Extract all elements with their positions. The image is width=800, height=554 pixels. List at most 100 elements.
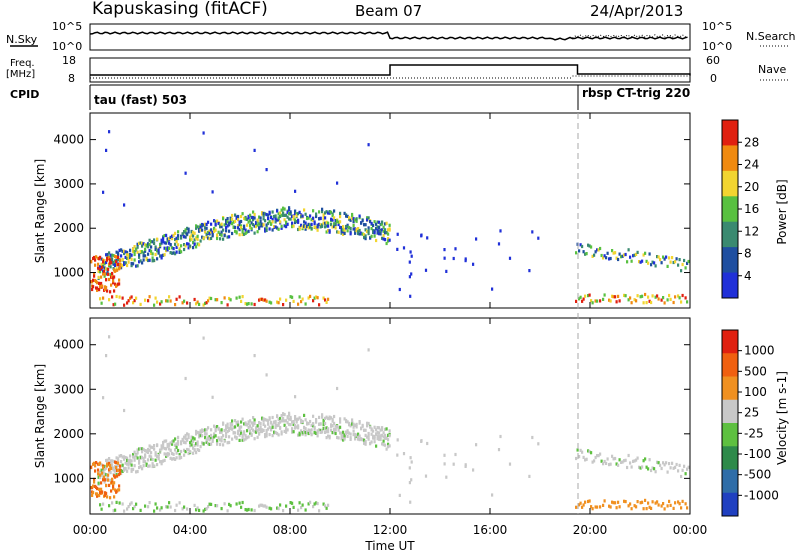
power-cell	[445, 269, 448, 273]
power-cell	[674, 260, 677, 264]
power-cell	[363, 223, 366, 227]
velocity-cell	[166, 505, 169, 509]
power-cell	[141, 241, 144, 245]
velocity-cell	[252, 421, 255, 425]
power-cell	[268, 300, 271, 304]
velocity-cell	[105, 458, 108, 463]
velocity-cell	[238, 433, 241, 437]
velocity-cell	[95, 461, 98, 465]
velocity-cell	[316, 434, 319, 438]
velocity-cell	[226, 441, 229, 445]
velocity-cell	[252, 416, 255, 420]
power-cell	[114, 282, 117, 286]
velocity-cell	[349, 437, 352, 441]
velocity-cell	[144, 453, 147, 457]
power-cell	[213, 226, 216, 231]
velocity-cell	[373, 425, 376, 429]
velocity-cell	[126, 456, 129, 460]
power-cell	[343, 229, 346, 233]
power-cell	[678, 296, 681, 300]
power-cell	[585, 252, 588, 256]
power-cell	[238, 220, 241, 224]
power-cell	[367, 226, 370, 230]
nave-top-tick: 60	[706, 54, 720, 67]
velocity-cell	[112, 487, 115, 491]
velocity-cell	[93, 477, 96, 481]
velocity-cell	[119, 471, 122, 475]
velocity-cell	[291, 427, 294, 431]
power-cell	[250, 221, 253, 225]
velocity-cell	[283, 413, 286, 417]
power-cell	[648, 252, 651, 256]
velocity-cell	[133, 455, 136, 459]
velocity-cell	[357, 436, 360, 441]
power-cell	[222, 217, 225, 221]
power-cell	[195, 302, 198, 306]
power-cell	[186, 301, 189, 305]
velocity-colorbar-swatch	[722, 376, 738, 401]
power-cell	[268, 220, 271, 224]
velocity-cell	[193, 443, 196, 448]
power-cell	[97, 262, 100, 266]
power-cell	[171, 237, 174, 241]
velocity-colorbar-frame	[721, 329, 739, 517]
power-cell	[154, 245, 157, 249]
power-cell	[279, 214, 282, 219]
velocity-cell	[370, 440, 373, 444]
power-cell	[333, 216, 336, 220]
velocity-cell	[387, 438, 390, 442]
velocity-cell	[336, 435, 339, 440]
velocity-cell	[253, 354, 256, 358]
velocity-cell	[249, 419, 252, 423]
power-cell	[660, 298, 663, 302]
power-cell	[189, 235, 192, 239]
power-cell	[303, 224, 306, 228]
power-cell	[316, 296, 319, 300]
nsky-top-tick: 10^5	[52, 20, 82, 33]
power-cell	[367, 216, 370, 220]
power-cell	[93, 272, 96, 276]
power-cell	[110, 261, 113, 265]
power-cell	[267, 221, 270, 226]
power-cell	[385, 231, 388, 235]
power-cell	[127, 257, 130, 261]
power-cell	[258, 215, 261, 219]
velocity-cell	[270, 507, 273, 511]
velocity-cell	[279, 425, 282, 430]
velocity-cell	[117, 468, 120, 472]
velocity-cell	[322, 427, 325, 431]
power-cell	[358, 228, 361, 233]
power-cell	[267, 213, 270, 217]
power-cell	[109, 272, 112, 277]
velocity-cell	[159, 460, 162, 464]
velocity-cell	[307, 502, 310, 506]
velocity-cell	[241, 417, 244, 421]
velocity-y-axis-label: Slant Range [km]	[33, 364, 47, 468]
power-cell	[259, 216, 262, 220]
velocity-cell	[680, 506, 683, 510]
power-cell	[136, 250, 139, 254]
velocity-cell	[156, 454, 159, 459]
power-cell	[162, 239, 165, 244]
power-cell	[304, 227, 307, 231]
power-cell	[642, 253, 645, 257]
power-colorbar-swatch	[722, 247, 738, 274]
power-cell	[385, 241, 388, 246]
velocity-cell	[491, 493, 494, 497]
power-cell	[229, 220, 232, 224]
velocity-cell	[223, 502, 226, 506]
velocity-cell	[240, 505, 243, 509]
y-tick-label: 3000	[53, 177, 84, 191]
velocity-cell	[234, 431, 237, 435]
power-cell	[117, 258, 120, 262]
velocity-cell	[654, 470, 657, 474]
velocity-cell	[118, 454, 121, 458]
velocity-cell	[100, 481, 103, 485]
velocity-cell	[381, 428, 384, 432]
power-cell	[225, 222, 228, 226]
velocity-cell	[379, 437, 382, 442]
velocity-cell	[180, 449, 183, 454]
power-cell	[265, 226, 268, 230]
power-cell	[370, 221, 373, 226]
velocity-colorbar-swatch	[722, 446, 738, 470]
